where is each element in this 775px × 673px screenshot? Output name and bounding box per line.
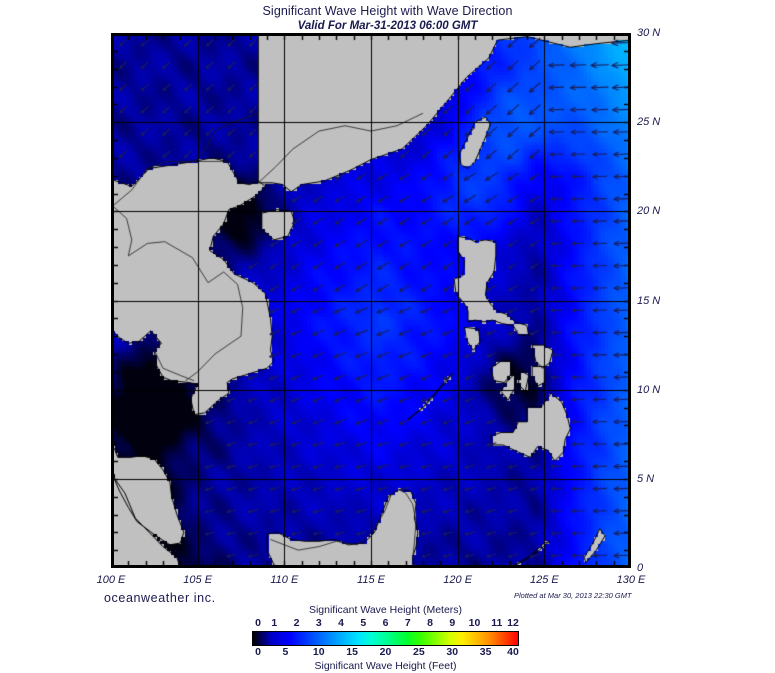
legend-tick: 8 — [427, 617, 433, 629]
y-axis-tick-label: 30 N — [637, 27, 661, 39]
legend-tick: 0 — [255, 617, 261, 629]
y-axis-tick-label: 5 N — [637, 472, 655, 485]
legend-tick: 35 — [479, 646, 492, 658]
company-logo-text: oceanweather inc. — [104, 591, 216, 605]
legend-tick: 10 — [312, 646, 325, 658]
x-axis-tick-label: 115 E — [357, 574, 385, 586]
x-axis-tick-label: 105 E — [183, 574, 213, 586]
legend-ticks-feet: 0 5 10 15 20 25 30 35 40 — [252, 646, 519, 660]
legend-tick: 20 — [379, 646, 392, 658]
chart-subtitle: Valid For Mar-31-2013 06:00 GMT — [297, 20, 478, 32]
legend-caption-feet: Significant Wave Height (Feet) — [314, 660, 457, 672]
y-axis-tick-label: 20 N — [637, 205, 661, 218]
legend-tick: 0 — [255, 646, 261, 658]
legend-tick: 12 — [507, 617, 519, 629]
legend-tick: 40 — [507, 646, 519, 658]
legend-tick: 9 — [449, 617, 456, 629]
wave-height-map-canvas — [111, 33, 631, 568]
legend-tick: 5 — [282, 646, 289, 658]
y-axis-labels: 0 5 N 10 N 15 N 20 N 25 N 30 N — [637, 27, 717, 574]
x-axis-labels: 100 E 105 E 110 E 115 E 120 E 125 E 130 E — [0, 574, 775, 590]
legend-tick: 2 — [293, 617, 300, 629]
y-axis-tick-label: 0 — [637, 562, 644, 574]
legend-tick: 6 — [382, 617, 389, 629]
x-axis-tick-label: 120 E — [443, 574, 473, 586]
y-axis-tick-label: 15 N — [637, 294, 661, 307]
legend-tick: 4 — [338, 617, 344, 629]
x-axis-tick-label: 110 E — [270, 574, 299, 586]
legend-caption-meters: Significant Wave Height (Meters) — [308, 604, 463, 616]
chart-title-block: Significant Wave Height with Wave Direct… — [0, 4, 775, 33]
legend-tick: 1 — [271, 617, 278, 629]
legend-tick: 3 — [315, 617, 322, 629]
legend-tick: 5 — [360, 617, 367, 629]
legend-tick: 25 — [413, 646, 425, 658]
legend-gradient-bar — [252, 631, 519, 646]
legend-tick: 15 — [346, 646, 358, 658]
map-plot-area — [111, 33, 631, 568]
legend-tick: 10 — [468, 617, 481, 629]
legend-tick: 7 — [404, 617, 411, 629]
y-axis-tick-label: 10 N — [637, 383, 661, 396]
x-axis-tick-label: 125 E — [529, 574, 559, 586]
legend-ticks-meters: 0 1 2 3 4 5 6 7 8 9 10 11 12 — [252, 617, 519, 631]
page-title: Significant Wave Height with Wave Direct… — [262, 4, 513, 18]
legend-tick: 11 — [491, 617, 503, 629]
plotted-timestamp: Plotted at Mar 30, 2013 22:30 GMT — [514, 591, 632, 600]
x-axis-tick-label: 130 E — [616, 574, 646, 586]
x-axis-tick-label: 100 E — [96, 574, 126, 586]
legend-tick: 30 — [446, 646, 459, 658]
y-axis-tick-label: 25 N — [637, 116, 661, 129]
